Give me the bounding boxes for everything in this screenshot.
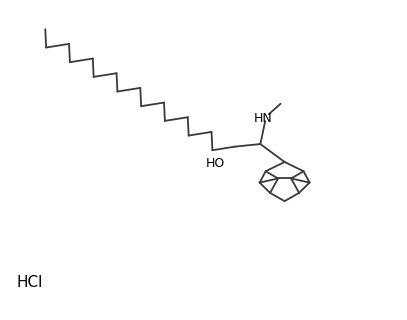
Text: HCl: HCl: [17, 275, 43, 290]
Text: HO: HO: [206, 156, 225, 170]
Text: HN: HN: [254, 112, 273, 124]
